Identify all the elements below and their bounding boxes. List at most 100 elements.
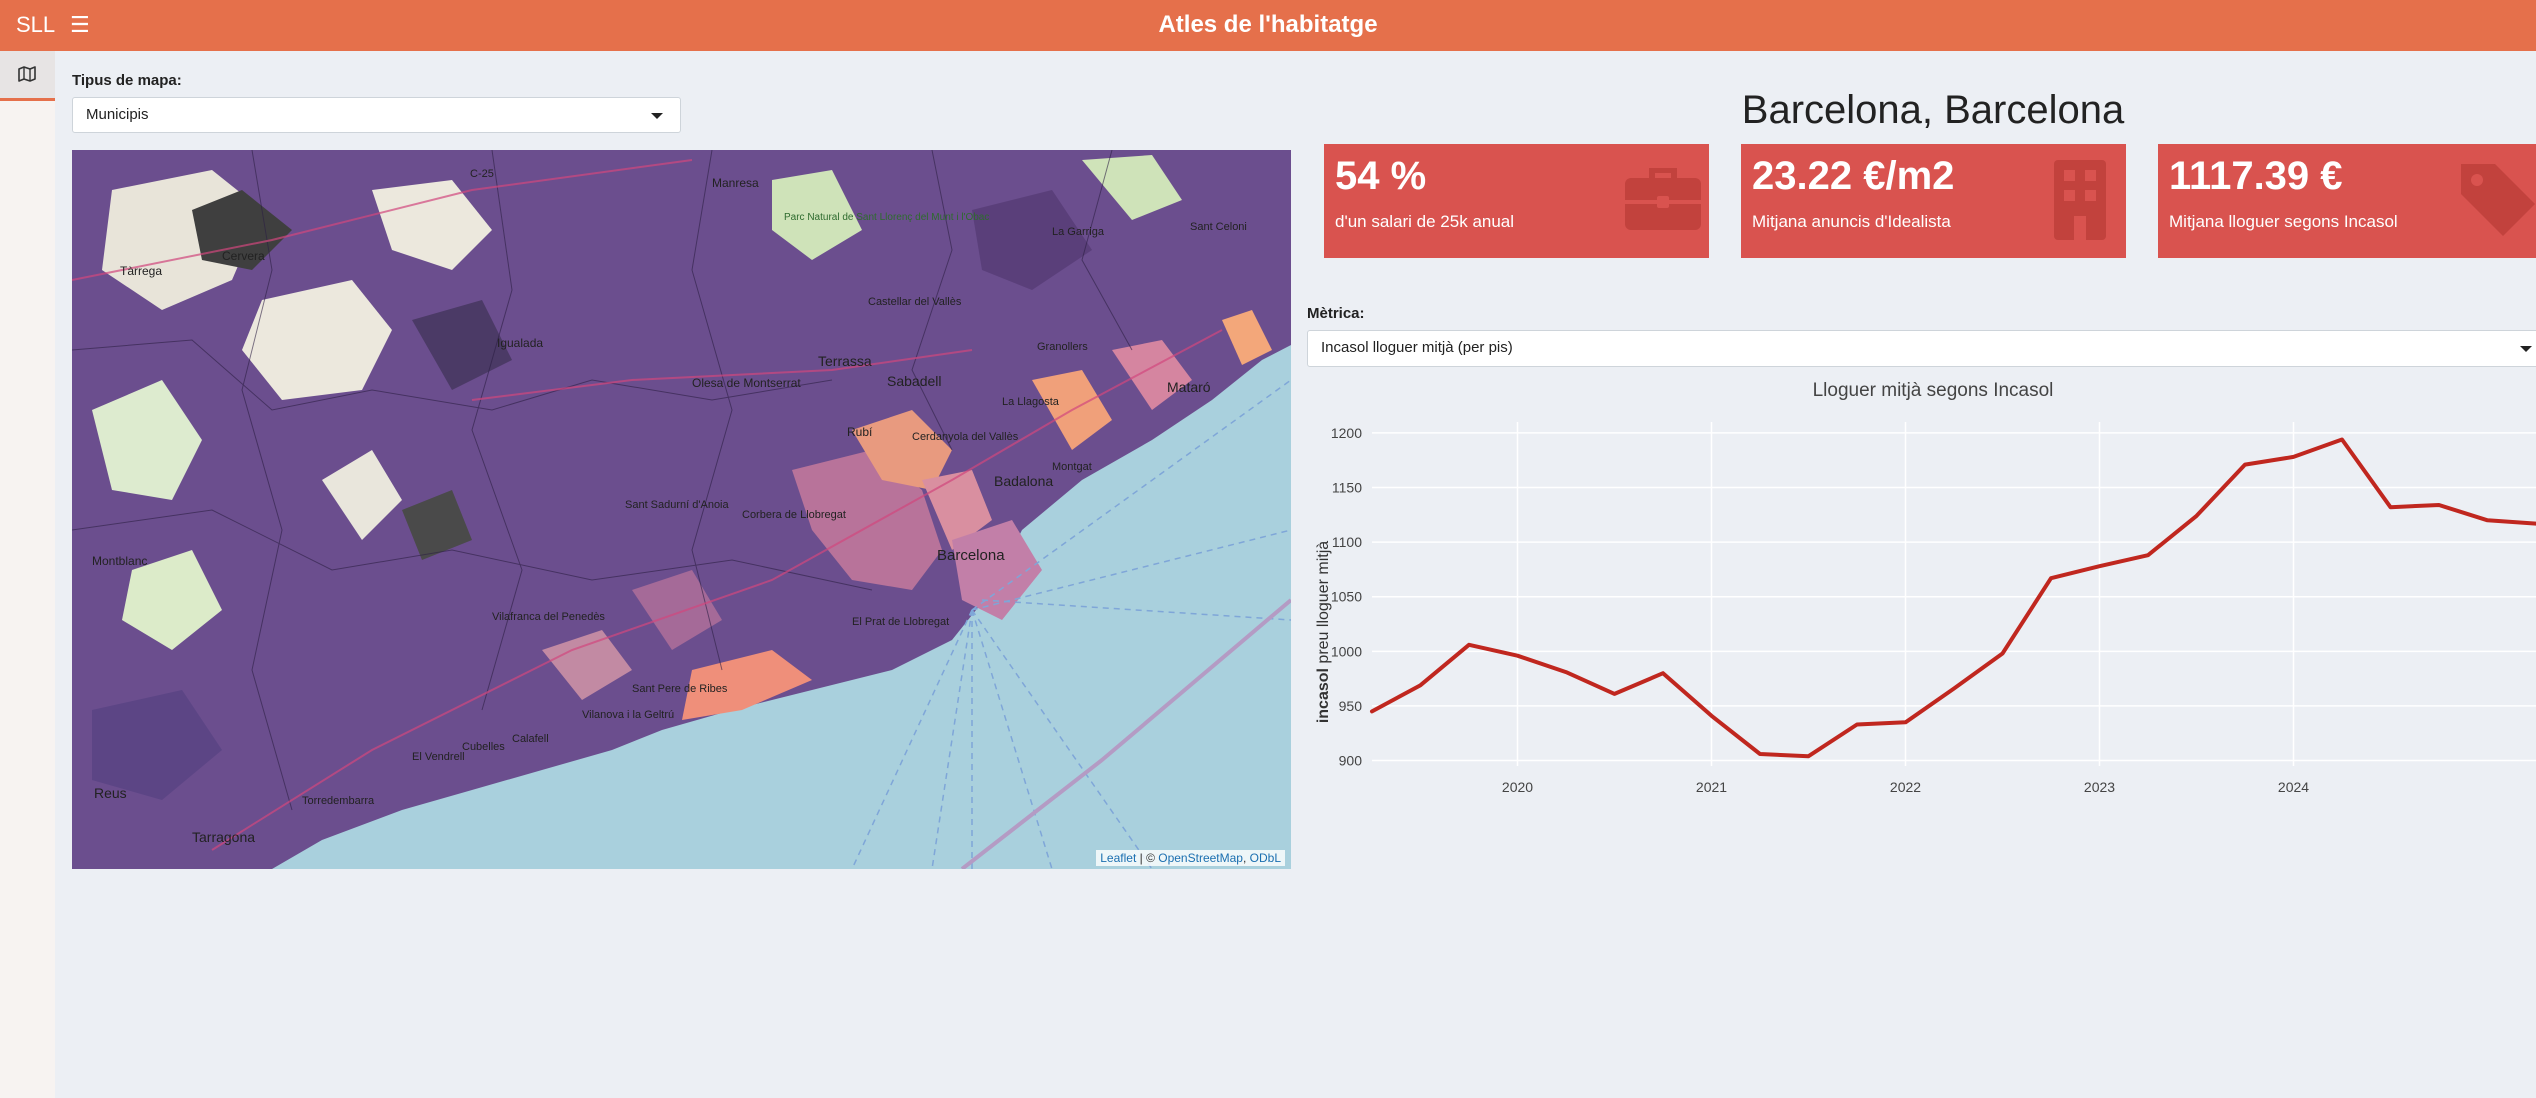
municipality-high bbox=[632, 570, 722, 650]
value-box-value: 54 % bbox=[1335, 154, 1427, 198]
map-icon bbox=[18, 66, 36, 82]
openstreetmap-link[interactable]: OpenStreetMap bbox=[1158, 851, 1243, 865]
map-type-selected-value: Municipis bbox=[86, 106, 149, 123]
value-box-value: 1117.39 € bbox=[2169, 154, 2343, 198]
municipality-high bbox=[682, 650, 812, 720]
x-tick-label: 2020 bbox=[1502, 779, 1533, 795]
y-axis-label: incasol preu lloguer mitjà bbox=[1315, 541, 1332, 723]
chart-title: Lloguer mitjà segons Incasol bbox=[1812, 380, 2054, 401]
y-tick-label: 1200 bbox=[1331, 425, 1362, 441]
map-label: Tàrrega bbox=[120, 264, 162, 278]
municipality-high bbox=[922, 470, 992, 550]
municipality-high bbox=[792, 450, 942, 590]
map-label: C-25 bbox=[470, 168, 494, 180]
x-tick-label: 2021 bbox=[1696, 779, 1727, 795]
value-box-incasol: 1117.39 € Mitjana lloguer segons Incasol bbox=[2158, 144, 2536, 258]
value-box-subtitle: Mitjana lloguer segons Incasol bbox=[2169, 212, 2398, 231]
terrain-patch bbox=[1082, 155, 1182, 220]
map-label: Corbera de Llobregat bbox=[742, 509, 846, 521]
roads bbox=[72, 159, 1223, 851]
sidebar-active-indicator bbox=[0, 98, 55, 101]
terrain-patch bbox=[772, 170, 862, 260]
map-label: Montgat bbox=[1052, 461, 1092, 473]
map-label: Terrassa bbox=[818, 353, 872, 369]
value-box-subtitle: d'un salari de 25k anual bbox=[1335, 212, 1515, 231]
sidebar-item-map[interactable] bbox=[0, 51, 55, 100]
leaflet-link[interactable]: Leaflet bbox=[1100, 851, 1137, 865]
map-label: Vilafranca del Penedès bbox=[492, 611, 605, 623]
map-label: Montblanc bbox=[92, 554, 147, 568]
map-label: Mataró bbox=[1167, 379, 1211, 395]
sidebar bbox=[0, 51, 55, 1098]
hamburger-icon[interactable]: ☰ bbox=[70, 12, 90, 37]
value-box-value: 23.22 €/m2 bbox=[1752, 154, 1955, 198]
map-label: Sant Sadurní d'Anoia bbox=[625, 499, 730, 511]
map-label: Castellar del Vallès bbox=[868, 296, 962, 308]
terrain-patch bbox=[372, 180, 492, 270]
municipality-high bbox=[952, 520, 1042, 620]
x-tick-label: 2023 bbox=[2084, 779, 2115, 795]
odbl-link[interactable]: ODbL bbox=[1249, 851, 1281, 865]
map-label: Granollers bbox=[1037, 341, 1088, 353]
value-box-idealista: 23.22 €/m2 Mitjana anuncis d'Idealista bbox=[1741, 144, 2126, 258]
municipality bbox=[972, 190, 1092, 290]
map-label: Olesa de Montserrat bbox=[692, 376, 801, 390]
shipping-route bbox=[960, 598, 1291, 869]
chevron-down-icon bbox=[651, 113, 663, 119]
brand-logo[interactable]: SLL bbox=[16, 12, 56, 37]
map-label: Reus bbox=[94, 785, 127, 801]
municipality-high bbox=[1222, 310, 1272, 365]
y-tick-label: 950 bbox=[1339, 698, 1363, 714]
map-label: Rubí bbox=[847, 425, 873, 439]
map-canvas[interactable]: Tàrrega Cervera Igualada Manresa Terrass… bbox=[72, 150, 1291, 869]
y-axis-ticks: 900 950 1000 1050 1100 1150 1200 bbox=[1331, 425, 1362, 769]
terrain-patch bbox=[242, 280, 392, 400]
map-label: Cervera bbox=[222, 249, 265, 263]
y-tick-label: 1100 bbox=[1332, 534, 1362, 550]
y-tick-label: 1150 bbox=[1332, 480, 1362, 496]
map-label: Barcelona bbox=[937, 547, 1005, 564]
map-label: Tarragona bbox=[192, 829, 255, 845]
x-tick-label: 2022 bbox=[1890, 779, 1921, 795]
y-axis-label-rest: preu lloguer mitjà bbox=[1315, 541, 1332, 668]
municipality bbox=[412, 300, 512, 390]
location-title: Barcelona, Barcelona bbox=[1741, 88, 2125, 132]
page-title: Atles de l'habitatge bbox=[1158, 11, 1378, 38]
map-label: Sant Celoni bbox=[1190, 221, 1247, 233]
map-label: Sabadell bbox=[887, 373, 942, 389]
map-label: Manresa bbox=[712, 176, 759, 190]
y-tick-label: 1000 bbox=[1331, 643, 1362, 659]
value-box-subtitle: Mitjana anuncis d'Idealista bbox=[1752, 212, 1951, 231]
tag-icon bbox=[2461, 164, 2535, 236]
terrain-patch bbox=[92, 380, 202, 500]
map-label: La Llagosta bbox=[1002, 396, 1060, 408]
map-label: La Garriga bbox=[1052, 226, 1105, 238]
map-label: Cubelles bbox=[462, 741, 505, 753]
map-label: Calafell bbox=[512, 733, 549, 745]
attribution-comma: , bbox=[1242, 851, 1250, 865]
metric-selected-value: Incasol lloguer mitjà (per pis) bbox=[1321, 339, 1513, 356]
map-label: El Prat de Llobregat bbox=[852, 616, 949, 628]
x-tick-label: 2024 bbox=[2278, 779, 2309, 795]
map-label: Sant Pere de Ribes bbox=[632, 683, 728, 695]
map-type-select[interactable]: Municipis bbox=[72, 97, 681, 133]
choropleth-map[interactable]: Tàrrega Cervera Igualada Manresa Terrass… bbox=[72, 150, 1291, 869]
y-tick-label: 1050 bbox=[1331, 589, 1362, 605]
metric-select[interactable]: Incasol lloguer mitjà (per pis) bbox=[1307, 330, 2536, 367]
terrain-patch bbox=[122, 550, 222, 650]
map-label: Parc Natural de Sant Llorenç del Munt i … bbox=[784, 212, 989, 223]
municipality-high bbox=[542, 630, 632, 700]
municipality bbox=[92, 690, 222, 800]
map-label: Badalona bbox=[994, 473, 1053, 489]
map-label: Vilanova i la Geltrú bbox=[582, 709, 674, 721]
municipality-high bbox=[852, 410, 952, 490]
building-icon bbox=[2054, 160, 2106, 240]
y-axis-label-bold: incasol bbox=[1315, 668, 1332, 723]
series-line bbox=[1370, 437, 2536, 759]
chevron-down-icon bbox=[2520, 346, 2532, 352]
value-box-salary: 54 % d'un salari de 25k anual bbox=[1324, 144, 1709, 258]
x-axis-ticks: 2020 2021 2022 2023 2024 bbox=[1502, 779, 2309, 795]
terrain-patch bbox=[322, 450, 402, 540]
map-type-label: Tipus de mapa: bbox=[72, 72, 182, 89]
